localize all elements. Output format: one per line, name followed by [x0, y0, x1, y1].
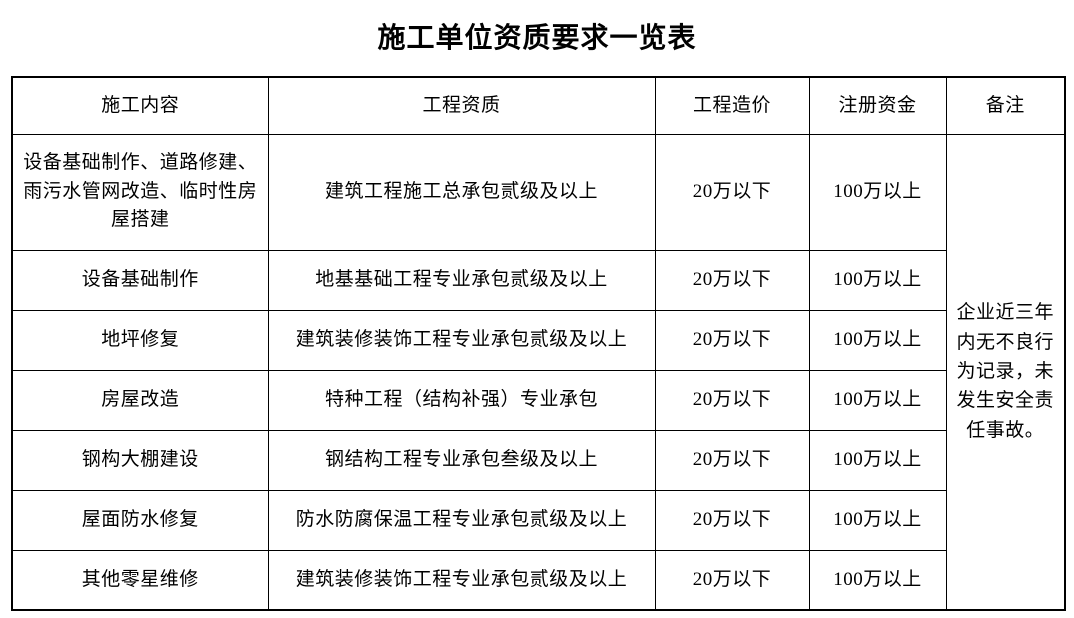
page-title: 施工单位资质要求一览表	[377, 23, 697, 54]
table-row: 其他零星维修 建筑装修装饰工程专业承包贰级及以上 20万以下 100万以上	[11, 549, 1065, 611]
table-row: 地坪修复 建筑装修装饰工程专业承包贰级及以上 20万以下 100万以上	[11, 309, 1065, 371]
cell-qualification: 钢结构工程专业承包叁级及以上	[267, 429, 656, 491]
cell-construction-content: 设备基础制作	[11, 249, 269, 311]
cell-qualification: 特种工程（结构补强）专业承包	[267, 369, 656, 431]
cell-capital: 100万以上	[808, 369, 947, 431]
cell-qualification: 建筑装修装饰工程专业承包贰级及以上	[267, 309, 656, 371]
cell-construction-content: 其他零星维修	[11, 549, 269, 611]
header-project-cost: 工程造价	[654, 76, 810, 135]
table-row: 设备基础制作、道路修建、雨污水管网改造、临时性房屋搭建 建筑工程施工总承包贰级及…	[11, 133, 1066, 611]
cell-cost: 20万以下	[654, 489, 810, 551]
cell-construction-content: 地坪修复	[11, 309, 269, 371]
cell-qualification: 建筑装修装饰工程专业承包贰级及以上	[267, 549, 656, 611]
table-row: 设备基础制作 地基基础工程专业承包贰级及以上 20万以下 100万以上	[11, 249, 1065, 311]
cell-construction-content: 房屋改造	[11, 369, 269, 431]
cell-remark: 企业近三年内无不良行为记录，未发生安全责任事故。	[945, 133, 1066, 611]
table-header-row: 施工内容 工程资质 工程造价 注册资金 备注	[11, 76, 1066, 135]
cell-cost: 20万以下	[654, 429, 810, 491]
header-remark: 备注	[945, 76, 1066, 135]
cell-qualification: 建筑工程施工总承包贰级及以上	[267, 133, 656, 251]
cell-qualification: 地基基础工程专业承包贰级及以上	[267, 249, 656, 311]
cell-capital: 100万以上	[808, 133, 947, 251]
cell-construction-content: 设备基础制作、道路修建、雨污水管网改造、临时性房屋搭建	[11, 133, 269, 251]
cell-cost: 20万以下	[654, 549, 810, 611]
cell-cost: 20万以下	[654, 369, 810, 431]
cell-capital: 100万以上	[808, 429, 947, 491]
header-registered-capital: 注册资金	[808, 76, 947, 135]
cell-qualification: 防水防腐保温工程专业承包贰级及以上	[267, 489, 656, 551]
cell-capital: 100万以上	[808, 309, 947, 371]
qualification-table: 施工内容 工程资质 工程造价 注册资金 备注 设备基础制作、道路修建、雨污水管网…	[11, 76, 1066, 611]
cell-construction-content: 钢构大棚建设	[11, 429, 269, 491]
cell-capital: 100万以上	[808, 489, 947, 551]
header-construction-content: 施工内容	[11, 76, 269, 135]
table-row: 房屋改造 特种工程（结构补强）专业承包 20万以下 100万以上	[11, 369, 1065, 431]
cell-construction-content: 屋面防水修复	[11, 489, 269, 551]
cell-cost: 20万以下	[654, 249, 810, 311]
table-row: 屋面防水修复 防水防腐保温工程专业承包贰级及以上 20万以下 100万以上	[11, 489, 1065, 551]
cell-cost: 20万以下	[654, 309, 810, 371]
header-project-qualification: 工程资质	[267, 76, 656, 135]
cell-capital: 100万以上	[808, 249, 947, 311]
table-row: 钢构大棚建设 钢结构工程专业承包叁级及以上 20万以下 100万以上	[11, 429, 1065, 491]
cell-cost: 20万以下	[654, 133, 810, 251]
cell-capital: 100万以上	[808, 549, 947, 611]
